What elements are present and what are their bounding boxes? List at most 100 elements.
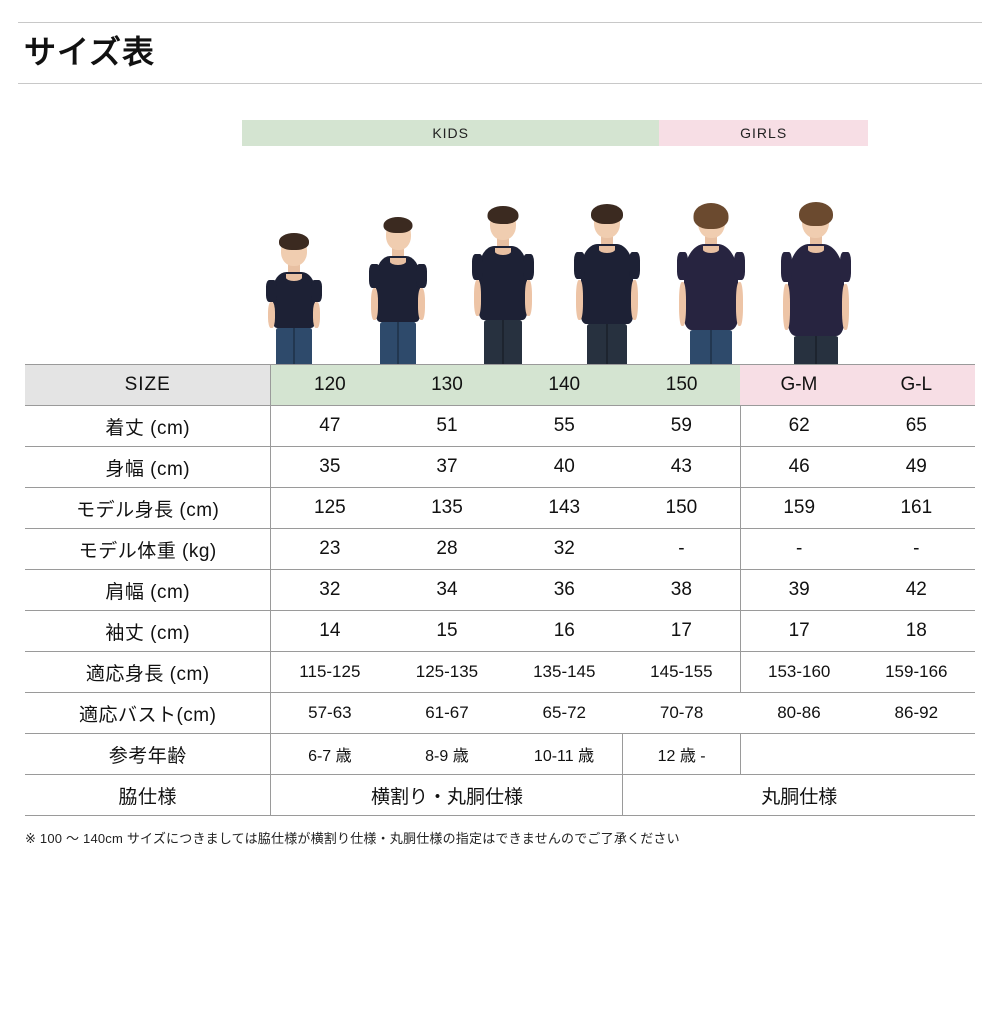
cell-fit-height-150: 145-155 (622, 651, 741, 694)
size-table: SIZE 120 130 140 150 G-M G-L 着丈 (cm) 47 … (25, 364, 975, 817)
model-arm-right (524, 280, 532, 317)
cell-body-length-130: 51 (388, 405, 506, 448)
cell-chest-width-150: 43 (622, 446, 741, 489)
model-neck (392, 248, 405, 257)
model-figure-130 (366, 217, 430, 365)
model-tshirt-icon (780, 244, 851, 337)
model-hair-icon (383, 217, 413, 234)
model-arm-left (473, 280, 481, 317)
row-label-reference-age: 参考年齢 (25, 733, 272, 776)
model-sleeve-right (416, 264, 428, 289)
cell-sleeve-length-140: 16 (505, 610, 623, 653)
model-sleeve-right (311, 280, 323, 303)
cell-reference-age-gm (739, 733, 858, 776)
model-collar (703, 246, 720, 254)
model-sleeve-right (522, 254, 534, 281)
cell-shoulder-width-130: 34 (388, 569, 506, 612)
banner-kids: KIDS (242, 120, 660, 147)
table-row: 脇仕様 横割り・丸胴仕様 丸胴仕様 (25, 774, 975, 817)
model-collar (807, 246, 824, 254)
header-size-130: 130 (388, 364, 506, 407)
table-header-row: SIZE 120 130 140 150 G-M G-L (25, 364, 975, 407)
category-banner: KIDS GIRLS (0, 120, 1000, 147)
model-neck (496, 238, 509, 247)
table-row: 身幅 (cm) 35 37 40 43 46 49 (25, 446, 975, 489)
cell-sleeve-length-gm: 17 (739, 610, 858, 653)
cell-model-weight-120: 23 (270, 528, 389, 571)
cell-shoulder-width-150: 38 (622, 569, 741, 612)
model-collar (390, 258, 407, 266)
cell-model-height-gl: 161 (857, 487, 975, 530)
model-head-icon (279, 233, 310, 267)
table-row: 適応身長 (cm) 115-125 125-135 135-145 145-15… (25, 651, 975, 694)
cell-model-weight-140: 32 (505, 528, 623, 571)
model-photo-strip (0, 146, 1000, 365)
model-sleeve-left (780, 252, 792, 283)
model-collar (286, 274, 303, 282)
model-head-icon (383, 217, 413, 251)
cell-fit-height-gl: 159-166 (857, 651, 975, 694)
row-label-sleeve-length: 袖丈 (cm) (25, 610, 272, 653)
model-cell-gm (659, 146, 763, 365)
cell-fit-bust-150: 70-78 (622, 692, 741, 735)
cell-fit-height-130: 125-135 (388, 651, 506, 694)
cell-body-length-gl: 65 (857, 405, 975, 448)
model-cell-120 (242, 146, 346, 365)
model-arm-left (576, 280, 584, 321)
cell-reference-age-150: 12 歳 - (622, 733, 741, 776)
model-sleeve-right (734, 252, 746, 281)
cell-chest-width-gm: 46 (739, 446, 858, 489)
model-neck (288, 264, 301, 273)
model-cell-140 (451, 146, 555, 365)
model-arm-right (418, 288, 426, 321)
cell-model-height-130: 135 (388, 487, 506, 530)
table-row: モデル身長 (cm) 125 135 143 150 159 161 (25, 487, 975, 530)
model-tshirt-icon (369, 256, 428, 323)
footnote: ※ 100 〜 140cm サイズにつきましては脇仕様が横割り仕様・丸胴仕様の指… (25, 831, 680, 847)
cell-body-length-gm: 62 (739, 405, 858, 448)
model-tshirt-icon (266, 272, 323, 329)
model-sleeve-left (574, 252, 586, 280)
model-sleeve-left (471, 254, 483, 281)
model-hair-icon (693, 203, 729, 230)
cell-sleeve-length-120: 14 (270, 610, 389, 653)
cell-body-length-150: 59 (622, 405, 741, 448)
model-hair-icon (591, 204, 624, 225)
cell-side-spec-kids: 横割り・丸胴仕様 (270, 774, 623, 817)
page-title: サイズ表 (24, 34, 156, 70)
table-row: 袖丈 (cm) 14 15 16 17 17 18 (25, 610, 975, 653)
model-arm-right (631, 280, 639, 321)
title-divider-bottom (18, 83, 982, 85)
row-label-fit-height: 適応身長 (cm) (25, 651, 272, 694)
model-jeans-icon (276, 328, 313, 365)
cell-side-spec-girls: 丸胴仕様 (622, 774, 975, 817)
header-size-label: SIZE (25, 364, 272, 407)
model-hair-icon (279, 233, 310, 251)
cell-model-weight-gm: - (739, 528, 858, 571)
model-arm-left (782, 284, 790, 331)
model-neck (705, 236, 718, 245)
cell-body-length-140: 55 (505, 405, 623, 448)
model-head-icon (591, 204, 624, 239)
cell-body-length-120: 47 (270, 405, 389, 448)
cell-shoulder-width-120: 32 (270, 569, 389, 612)
cell-fit-bust-gl: 86-92 (857, 692, 975, 735)
cell-fit-bust-120: 57-63 (270, 692, 389, 735)
model-arm-left (268, 302, 276, 329)
header-size-140: 140 (505, 364, 623, 407)
model-jeans-icon (483, 320, 522, 365)
table-row: 着丈 (cm) 47 51 55 59 62 65 (25, 405, 975, 448)
row-label-body-length: 着丈 (cm) (25, 405, 272, 448)
model-hair-icon (798, 202, 833, 227)
model-jeans-icon (793, 336, 838, 365)
model-figure-gl (778, 202, 854, 365)
model-sleeve-right (629, 252, 641, 280)
model-jeans-icon (380, 322, 417, 365)
header-size-gm: G-M (740, 364, 858, 407)
header-size-120: 120 (270, 364, 389, 407)
model-figure-150 (572, 204, 642, 365)
model-tshirt-icon (471, 246, 534, 321)
row-label-side-spec: 脇仕様 (25, 774, 272, 817)
table-row: モデル体重 (kg) 23 28 32 - - - (25, 528, 975, 571)
model-sleeve-left (677, 252, 689, 281)
